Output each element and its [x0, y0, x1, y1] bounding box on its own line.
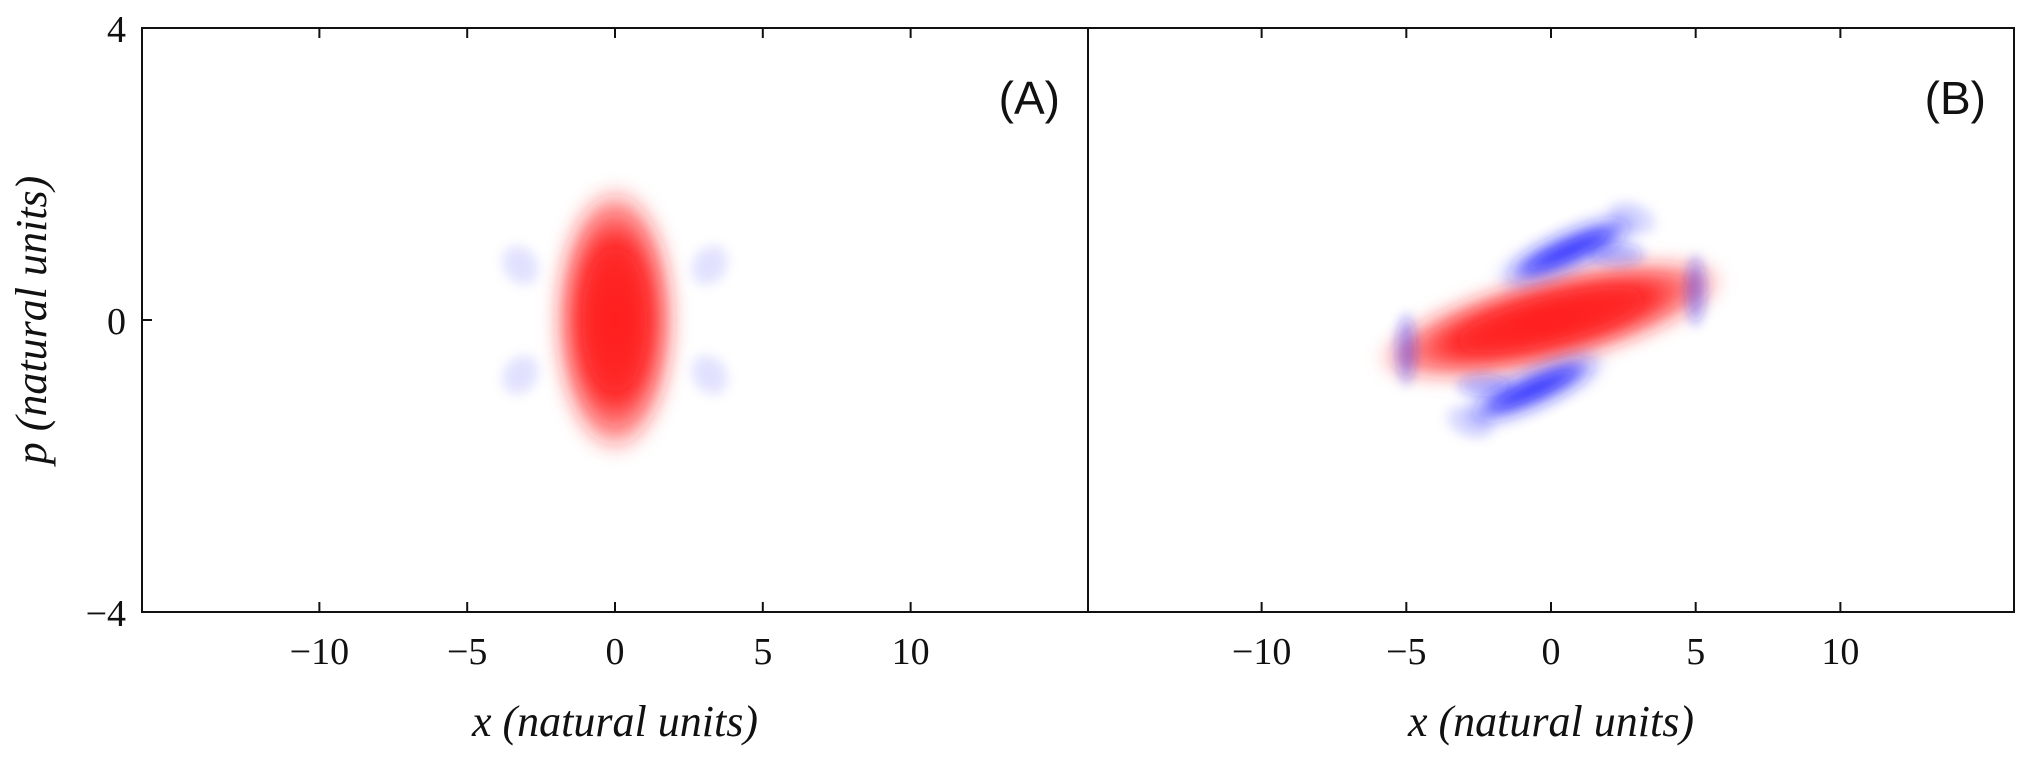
negative-lobe-8 [1604, 197, 1660, 238]
x-tick-label: −5 [1386, 631, 1426, 673]
x-axis-label: x (natural units) [471, 697, 758, 746]
panel-label: (B) [1925, 72, 1986, 124]
negative-lobe-4 [687, 350, 733, 399]
negative-lobe-7 [1442, 402, 1498, 443]
negative-lobe-3 [497, 350, 543, 399]
negative-lobe-1 [497, 241, 543, 290]
x-tick-label: 10 [1821, 631, 1859, 673]
x-tick-label: −10 [1232, 631, 1291, 673]
negative-lobe-6 [1585, 239, 1650, 269]
positive-lobe-0 [552, 184, 678, 456]
x-tick-label: −10 [290, 631, 349, 673]
x-tick-label: 5 [753, 631, 772, 673]
panel-label: (A) [999, 72, 1060, 124]
negative-lobe-2 [687, 241, 733, 290]
y-tick-label: −4 [86, 593, 126, 635]
negative-lobe-2 [1464, 355, 1603, 424]
panel-b: −10 −5 0 5 10 (B) x (natural units) [1087, 27, 2015, 746]
x-tick-label: 10 [892, 631, 930, 673]
negative-lobe-4 [1682, 250, 1709, 331]
x-tick-label: 0 [606, 631, 625, 673]
y-axis-label: p (natural units) [7, 176, 56, 467]
x-tick-label: −5 [447, 631, 487, 673]
y-tick-label: 4 [107, 9, 126, 51]
x-tick-label: 5 [1686, 631, 1705, 673]
x-tick-label: 0 [1542, 631, 1561, 673]
negative-lobe-5 [1452, 371, 1517, 401]
heatmap-area [1376, 197, 1726, 443]
x-axis-label: x (natural units) [1407, 697, 1694, 746]
negative-lobe-1 [1499, 216, 1638, 285]
negative-lobe-3 [1393, 309, 1420, 390]
heatmap-area [497, 184, 733, 456]
positive-lobe-0 [1376, 258, 1726, 382]
panel-a: −10 −5 0 5 10 4 0 −4 (A) x (natural units) p (natu… [7, 9, 1089, 746]
y-tick-label: 0 [107, 301, 126, 343]
